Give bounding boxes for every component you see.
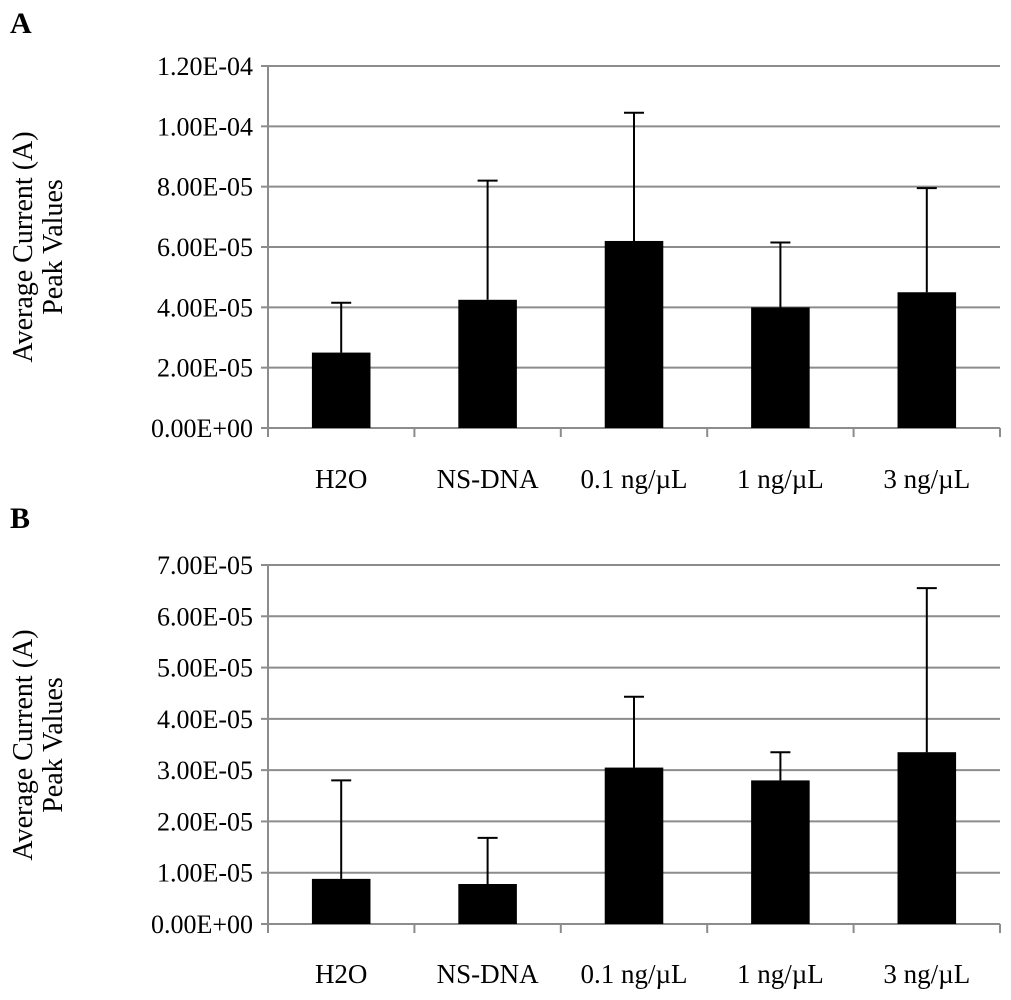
y-tick-label: 5.00E-05 (157, 654, 253, 683)
category-label: H2O (315, 464, 368, 494)
y-tick-label: 1.00E-05 (157, 859, 253, 888)
bar (897, 292, 957, 428)
bar (458, 883, 517, 924)
chart-a: 0.00E+00 2.00E-05 4.00E-05 6.00E-05 8.00E-05… (8, 52, 1001, 494)
bar (311, 352, 371, 428)
bar (458, 299, 517, 428)
panel-a: A 0.00E+00 2.00E-05 4.00E-05 6.00E-05 8.00E-… (8, 7, 1001, 494)
y-tick-label: 4.00E-05 (157, 705, 253, 734)
bar (751, 307, 810, 428)
category-label: 3 ng/µL (883, 959, 970, 989)
bar (311, 878, 371, 924)
y-tick-label: 2.00E-05 (157, 354, 253, 383)
bar (897, 752, 957, 924)
category-label: NS-DNA (437, 464, 540, 494)
y-tick-label: 4.00E-05 (157, 293, 253, 322)
chart-b: 0.00E+00 1.00E-05 2.00E-05 3.00E-05 4.00E-05… (8, 551, 1001, 989)
y-axis-label-line: Average Current (A) (8, 131, 39, 362)
category-label: 0.1 ng/µL (580, 959, 687, 989)
category-label: NS-DNA (437, 959, 540, 989)
y-axis-label-line: Peak Values (38, 179, 69, 315)
y-tick-label: 6.00E-05 (157, 233, 253, 262)
y-axis-label-line: Peak Values (38, 677, 69, 813)
y-tick-label: 7.00E-05 (157, 551, 253, 580)
y-tick-label: 8.00E-05 (157, 173, 253, 202)
category-label: 0.1 ng/µL (580, 464, 687, 494)
category-label: H2O (315, 959, 368, 989)
y-tick-label: 6.00E-05 (157, 602, 253, 631)
y-axis-label-line: Average Current (A) (8, 629, 39, 860)
panel-label-b: B (10, 502, 30, 535)
category-label: 1 ng/µL (737, 959, 824, 989)
y-tick-label: 2.00E-05 (157, 807, 253, 836)
bar (604, 240, 664, 428)
category-label: 1 ng/µL (737, 464, 824, 494)
y-axis-label: Average Current (A)Peak Values (8, 629, 69, 860)
y-tick-label: 1.20E-04 (157, 52, 253, 81)
y-axis-label: Average Current (A)Peak Values (8, 131, 69, 362)
panel-label-a: A (10, 7, 32, 40)
y-tick-label: 1.00E-04 (157, 112, 253, 141)
category-label: 3 ng/µL (883, 464, 970, 494)
bar (604, 767, 664, 924)
y-tick-label: 0.00E+00 (151, 414, 253, 443)
y-tick-label: 0.00E+00 (151, 910, 253, 939)
panel-b: B 0.00E+00 1.00E-05 2.00E-05 3.00E-05 4.00E-… (8, 502, 1001, 989)
y-tick-label: 3.00E-05 (157, 756, 253, 785)
bar (751, 780, 810, 924)
